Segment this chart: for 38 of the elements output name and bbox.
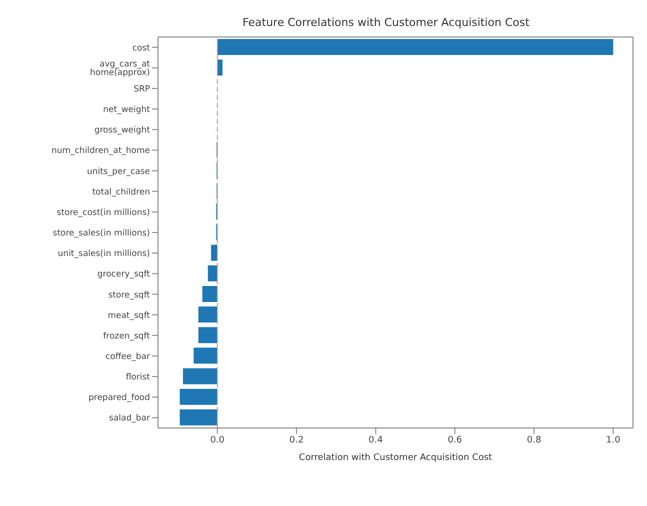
- y-tick-label: total_children: [92, 187, 150, 198]
- bar: [202, 286, 218, 302]
- x-tick-label: 0.8: [526, 435, 542, 446]
- bar: [182, 368, 218, 384]
- bar: [198, 327, 218, 344]
- y-tick-label: num_children_at_home: [51, 146, 150, 156]
- x-tick-label: 0.2: [289, 435, 304, 446]
- y-tick-label: salad_bar: [109, 414, 151, 424]
- y-tick-label: store_sales(in millions): [52, 228, 150, 239]
- bar: [180, 409, 218, 426]
- y-tick-label: grocery_sqft: [97, 270, 151, 280]
- y-tick-label: SRP: [134, 84, 150, 94]
- y-tick-label: gross_weight: [94, 126, 151, 136]
- bar: [194, 348, 218, 364]
- y-tick-label: unit_sales(in millions): [58, 249, 150, 260]
- y-tick-label: store_cost(in millions): [56, 208, 150, 218]
- chart-title: Feature Correlations with Customer Acquisition Cost: [242, 16, 530, 29]
- bar: [180, 388, 218, 405]
- y-tick-label: cost: [132, 43, 151, 54]
- bar: [211, 244, 218, 261]
- y-tick-label: meat_sqft: [108, 310, 151, 321]
- y-tick-label: net_weight: [103, 105, 151, 116]
- x-axis-title: Correlation with Customer Acquisition Cost: [298, 453, 493, 463]
- x-tick-label: 0.4: [368, 435, 384, 446]
- y-tick-label: units_per_case: [86, 166, 150, 177]
- x-tick-label: 1.0: [606, 435, 621, 446]
- bar: [217, 39, 614, 55]
- x-tick-label: 0.6: [448, 435, 462, 446]
- y-tick-label: avg_cars_at home(approx): [90, 60, 151, 78]
- y-tick-label: florist: [126, 372, 151, 383]
- bar: [208, 265, 218, 282]
- bar: [217, 60, 223, 76]
- x-tick-label: 0.0: [210, 435, 225, 446]
- y-tick-label: coffee_bar: [105, 352, 150, 362]
- bar: [198, 306, 218, 323]
- y-tick-label: prepared_food: [88, 393, 150, 404]
- y-tick-label: store_sqft: [108, 290, 151, 300]
- y-tick-label: frozen_sqft: [103, 331, 151, 342]
